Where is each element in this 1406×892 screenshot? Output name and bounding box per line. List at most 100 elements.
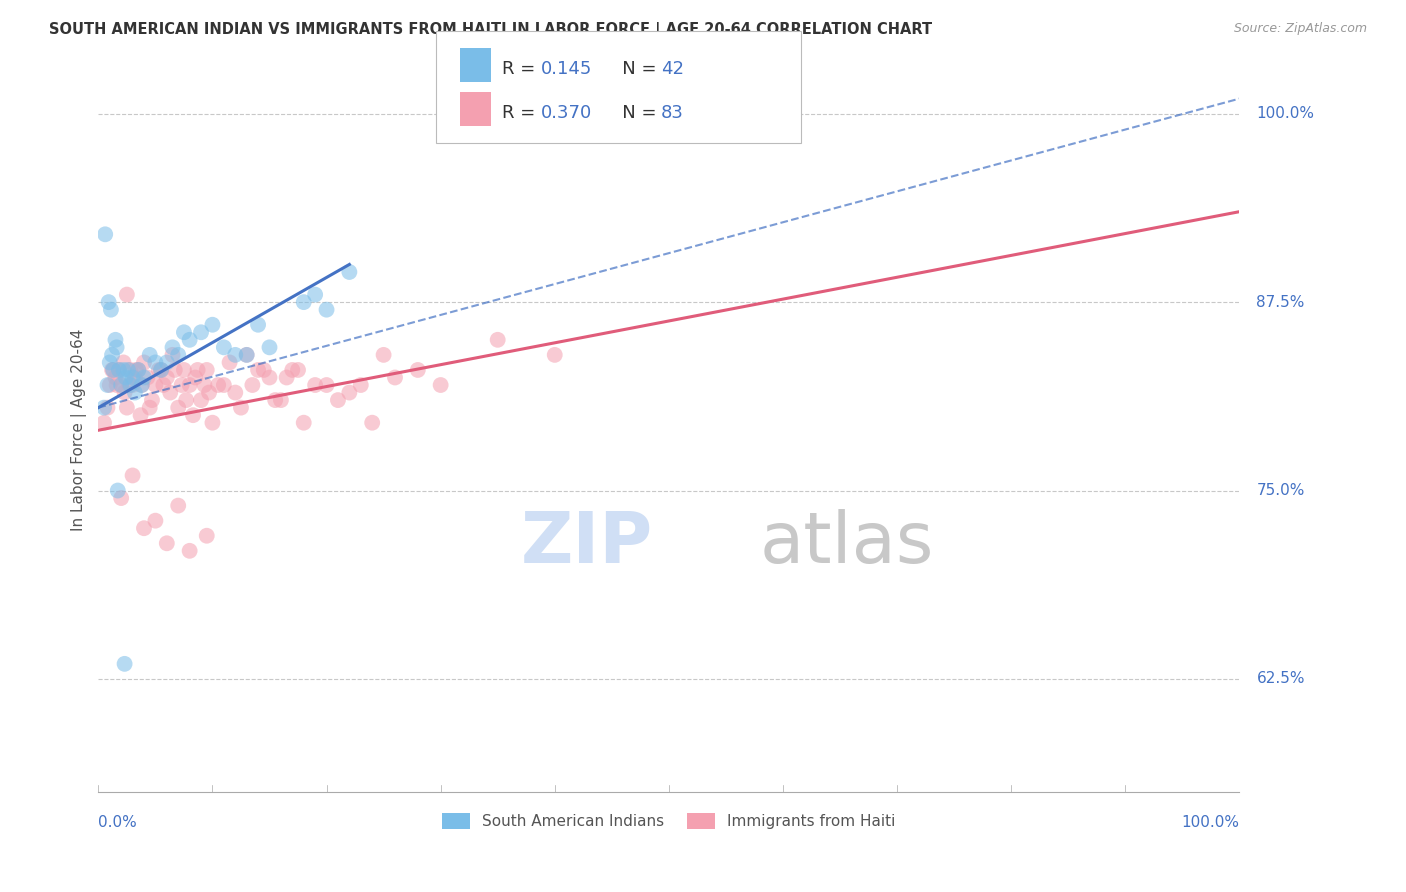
Point <box>174 393 197 408</box>
Point <box>201 416 224 430</box>
Point <box>145 355 167 369</box>
Point <box>179 544 201 558</box>
Text: 100.0%: 100.0% <box>1257 106 1315 121</box>
Point <box>112 363 135 377</box>
Point <box>110 378 132 392</box>
Text: Source: ZipAtlas.com: Source: ZipAtlas.com <box>1233 22 1367 36</box>
Point <box>212 378 235 392</box>
Point <box>229 401 252 415</box>
Point <box>138 348 160 362</box>
Point <box>162 348 184 362</box>
Point <box>97 295 120 310</box>
Text: 75.0%: 75.0% <box>1257 483 1305 498</box>
Point <box>264 393 287 408</box>
Point <box>108 363 131 377</box>
Text: 62.5%: 62.5% <box>1257 672 1305 687</box>
Text: 0.370: 0.370 <box>541 103 592 121</box>
Point <box>93 416 115 430</box>
Point <box>292 416 315 430</box>
Point <box>350 378 373 392</box>
Point <box>212 340 235 354</box>
Point <box>337 265 360 279</box>
Point <box>152 378 174 392</box>
Point <box>167 499 190 513</box>
Point <box>107 483 129 498</box>
Point <box>150 363 173 377</box>
Point <box>132 521 155 535</box>
Point <box>141 393 163 408</box>
Point <box>150 363 173 377</box>
Point <box>117 363 139 377</box>
Point <box>131 378 153 392</box>
Point <box>98 355 121 369</box>
Point <box>125 363 148 377</box>
Y-axis label: In Labor Force | Age 20-64: In Labor Force | Age 20-64 <box>72 329 87 532</box>
Point <box>115 401 138 415</box>
Point <box>224 348 246 362</box>
Legend: South American Indians, Immigrants from Haiti: South American Indians, Immigrants from … <box>436 806 901 835</box>
Text: ZIP: ZIP <box>520 508 652 578</box>
Text: N =: N = <box>605 60 662 78</box>
Point <box>127 363 149 377</box>
Point <box>104 333 127 347</box>
Point <box>112 355 135 369</box>
Point <box>156 370 179 384</box>
Point <box>101 348 124 362</box>
Point <box>104 370 127 384</box>
Point <box>167 348 190 362</box>
Point <box>121 378 143 392</box>
Point <box>105 340 128 354</box>
Point <box>124 370 146 384</box>
Text: R =: R = <box>502 103 541 121</box>
Point <box>124 385 146 400</box>
Point <box>159 385 181 400</box>
Point <box>235 348 257 362</box>
Point <box>179 333 201 347</box>
Point <box>129 408 152 422</box>
Point <box>315 302 337 317</box>
Point <box>127 363 149 377</box>
Point <box>167 401 190 415</box>
Point <box>156 536 179 550</box>
Point <box>235 348 257 362</box>
Point <box>173 363 195 377</box>
Point <box>163 363 186 377</box>
Point <box>118 378 141 392</box>
Point <box>361 416 384 430</box>
Point <box>100 302 122 317</box>
Point <box>94 227 117 242</box>
Point <box>93 401 115 415</box>
Point <box>198 385 221 400</box>
Point <box>190 326 212 340</box>
Point <box>170 378 193 392</box>
Point <box>259 370 281 384</box>
Point <box>145 514 167 528</box>
Point <box>224 385 246 400</box>
Point <box>247 363 270 377</box>
Point <box>218 355 240 369</box>
Point <box>131 378 153 392</box>
Point <box>276 370 298 384</box>
Point <box>148 363 170 377</box>
Point <box>406 363 429 377</box>
Point <box>259 340 281 354</box>
Point <box>193 378 215 392</box>
Point <box>120 363 142 377</box>
Point <box>103 363 125 377</box>
Point <box>120 378 142 392</box>
Point <box>173 326 195 340</box>
Point <box>281 363 304 377</box>
Text: 0.0%: 0.0% <box>98 814 138 830</box>
Point <box>98 378 121 392</box>
Text: atlas: atlas <box>761 508 935 578</box>
Text: 100.0%: 100.0% <box>1181 814 1239 830</box>
Point <box>110 378 132 392</box>
Text: N =: N = <box>605 103 662 121</box>
Point <box>195 529 218 543</box>
Point <box>486 333 509 347</box>
Point <box>337 385 360 400</box>
Point <box>187 363 209 377</box>
Point <box>292 295 315 310</box>
Text: 0.145: 0.145 <box>541 60 593 78</box>
Point <box>315 378 337 392</box>
